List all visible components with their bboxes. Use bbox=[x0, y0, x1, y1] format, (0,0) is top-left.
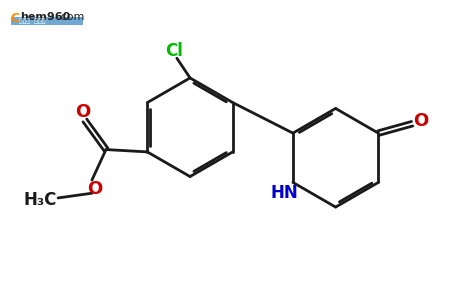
Text: Cl: Cl bbox=[165, 42, 183, 60]
Text: 化合物  结构式: 化合物 结构式 bbox=[18, 18, 45, 24]
FancyBboxPatch shape bbox=[10, 17, 83, 25]
Text: C: C bbox=[10, 12, 20, 25]
Text: O: O bbox=[87, 180, 102, 198]
Text: .com: .com bbox=[58, 12, 85, 22]
Text: H₃C: H₃C bbox=[24, 191, 57, 209]
Text: O: O bbox=[413, 113, 428, 130]
Text: hem960: hem960 bbox=[20, 12, 70, 22]
Text: HN: HN bbox=[271, 184, 298, 202]
Text: O: O bbox=[75, 103, 90, 122]
